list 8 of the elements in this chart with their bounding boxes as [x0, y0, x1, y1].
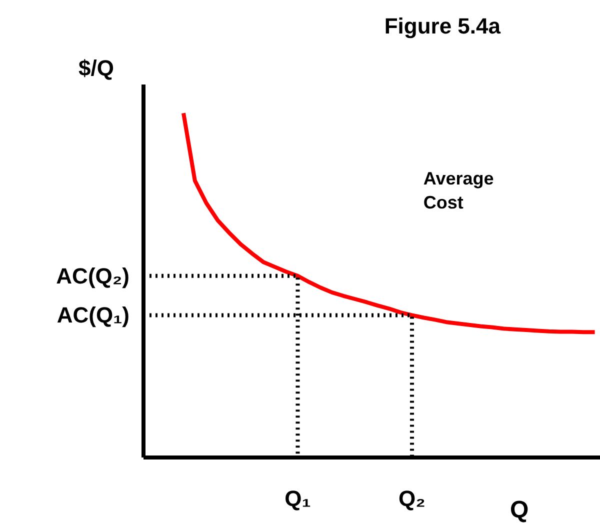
y-axis-title: $/Q [78, 56, 114, 80]
x-tick-label: Q₁ [284, 486, 311, 511]
chart-title: Figure 5.4a [384, 14, 502, 38]
x-axis-title: Q [510, 496, 529, 523]
text: Average Cost [423, 168, 494, 213]
text: AC(Q₂) [56, 263, 130, 288]
x-tick-label: Q₂ [398, 486, 426, 511]
text: AC(Q₁) [56, 302, 130, 328]
